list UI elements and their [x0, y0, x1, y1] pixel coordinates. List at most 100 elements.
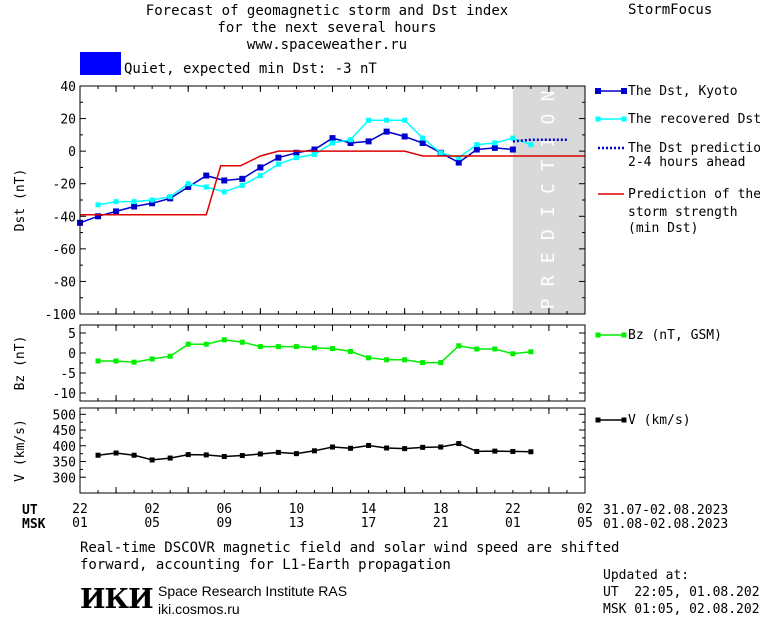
x-tick-label-ut: 10 [289, 502, 305, 517]
data-point [311, 146, 318, 153]
data-point [113, 358, 119, 364]
legend-label: The Dst prediction [628, 141, 760, 156]
data-point [474, 142, 480, 148]
legend-label: V (km/s) [628, 413, 691, 428]
y-axis-label: Bz (nT) [13, 336, 28, 391]
data-point [510, 351, 516, 357]
data-point [509, 146, 516, 153]
prediction-letter: O [538, 114, 559, 125]
y-tick-label: 500 [53, 408, 76, 423]
data-point [510, 135, 516, 141]
data-point [330, 346, 335, 352]
data-point [257, 164, 264, 171]
updated-label: Updated at: [603, 568, 690, 583]
x-tick-label-msk: 05 [577, 516, 593, 531]
data-point [239, 182, 245, 188]
data-point [473, 146, 480, 153]
chart-title-line-2: for the next several hours [217, 20, 437, 36]
y-tick-label: 40 [60, 80, 76, 95]
x-tick-label-msk: 17 [361, 516, 377, 531]
data-point [275, 344, 281, 350]
prediction-letter: N [538, 91, 559, 102]
legend-marker [621, 88, 627, 94]
data-point [384, 357, 390, 363]
data-point [221, 177, 228, 184]
data-point [510, 448, 516, 454]
data-point [149, 197, 155, 203]
prediction-band [512, 86, 585, 314]
iki-logo: ИКИ [80, 584, 154, 615]
data-point [491, 144, 498, 151]
data-point [402, 117, 408, 123]
ut-date-range: 31.07-02.08.2023 [603, 503, 729, 518]
brand-name: StormFocus [628, 2, 713, 18]
series-line-dst-2 [512, 138, 567, 143]
prediction-letter: E [538, 252, 559, 263]
data-point [438, 360, 444, 366]
x-tick-label-ut: 22 [505, 502, 521, 517]
y-tick-label: 300 [53, 471, 76, 486]
footnote-line-2: forward, accounting for L1-Earth propaga… [80, 557, 451, 573]
y-tick-label: -60 [53, 243, 76, 258]
x-tick-label-ut: 14 [361, 502, 377, 517]
data-point [131, 359, 137, 365]
y-tick-label: 5 [68, 327, 76, 342]
y-axis-label: Dst (nT) [13, 169, 28, 232]
legend-marker [621, 332, 627, 338]
y-tick-label: 0 [68, 145, 76, 160]
chart-title-url[interactable]: www.spaceweather.ru [246, 37, 408, 53]
data-point [456, 155, 462, 161]
data-point [402, 357, 408, 363]
data-point [420, 360, 426, 366]
y-tick-label: -10 [53, 387, 76, 402]
data-point [348, 445, 354, 451]
legend-marker [621, 116, 627, 122]
data-point [293, 149, 300, 156]
legend-marker [595, 116, 601, 122]
data-point [239, 175, 246, 182]
data-point [167, 353, 173, 359]
data-point [131, 199, 137, 205]
legend-label: (min Dst) [628, 221, 698, 236]
data-point [384, 445, 390, 451]
x-tick-label-msk: 01 [505, 516, 521, 531]
data-point [329, 135, 336, 142]
data-point [203, 172, 210, 179]
data-point [221, 189, 227, 195]
data-point [113, 199, 119, 205]
prediction-letter: P [538, 298, 559, 309]
data-point [311, 448, 317, 454]
institute-site-link[interactable]: iki.cosmos.ru [158, 601, 240, 617]
data-point [492, 448, 498, 454]
data-point [330, 444, 335, 450]
data-point [275, 154, 282, 161]
data-point [438, 150, 444, 156]
data-point [293, 451, 299, 457]
x-tick-label-ut: 02 [144, 502, 160, 517]
updated-msk: MSK 01:05, 02.08.2023 [603, 602, 760, 617]
data-point [365, 138, 372, 145]
data-point [420, 444, 426, 450]
legend-label: Prediction of the [628, 187, 760, 202]
data-point [348, 348, 354, 354]
data-point [275, 449, 281, 455]
x-tick-label-msk: 01 [72, 516, 88, 531]
prediction-letter: C [538, 183, 559, 194]
data-point [492, 346, 498, 352]
data-point [149, 200, 156, 207]
y-tick-label: -80 [53, 275, 76, 290]
data-point [438, 444, 444, 450]
data-point [185, 183, 192, 190]
x-tick-label-ut: 22 [72, 502, 88, 517]
prediction-letter: T [538, 160, 559, 171]
data-point [221, 337, 227, 343]
data-point [366, 117, 372, 123]
msk-axis-label: MSK [22, 517, 46, 532]
legend-label: storm strength [628, 205, 738, 220]
legend-label: Bz (nT, GSM) [628, 328, 722, 343]
data-point [455, 159, 462, 166]
data-point [293, 344, 299, 350]
data-point [239, 339, 245, 345]
data-point [149, 457, 155, 463]
